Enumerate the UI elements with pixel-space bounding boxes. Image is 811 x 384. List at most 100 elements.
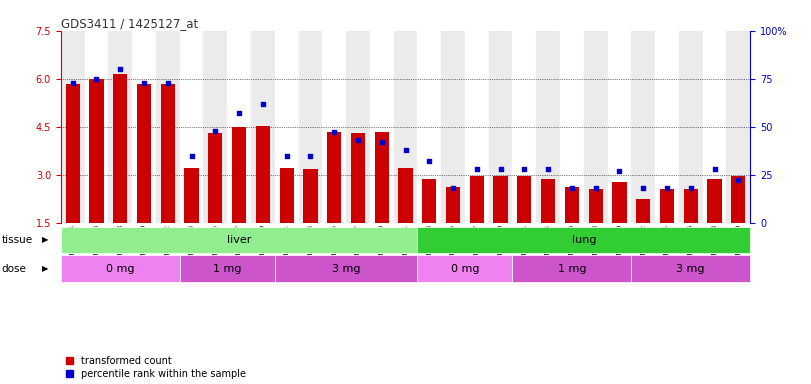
Bar	[113, 74, 127, 223]
Point	[660, 185, 673, 191]
Bar	[607, 31, 631, 223]
Bar	[517, 176, 531, 223]
Bar	[303, 169, 318, 223]
Bar	[156, 31, 180, 223]
Bar	[636, 199, 650, 223]
Text: lung: lung	[572, 235, 596, 245]
Point	[470, 166, 483, 172]
Text: tissue: tissue	[2, 235, 32, 245]
Point	[565, 185, 578, 191]
Point	[613, 168, 626, 174]
Bar	[564, 187, 579, 223]
Bar	[631, 31, 655, 223]
Bar	[204, 31, 227, 223]
Bar	[180, 255, 275, 282]
Bar	[61, 31, 84, 223]
Bar	[707, 179, 722, 223]
Point	[732, 177, 744, 184]
Legend: transformed count, percentile rank within the sample: transformed count, percentile rank withi…	[66, 356, 247, 379]
Text: liver: liver	[227, 235, 251, 245]
Bar	[679, 31, 702, 223]
Bar	[275, 31, 298, 223]
Point	[447, 185, 460, 191]
Point	[589, 185, 602, 191]
Point	[114, 66, 127, 72]
Bar	[560, 31, 584, 223]
Bar	[275, 255, 418, 282]
Bar	[327, 132, 341, 223]
Bar	[541, 179, 556, 223]
Bar	[255, 126, 270, 223]
Point	[67, 79, 79, 86]
Text: 0 mg: 0 mg	[451, 264, 479, 274]
Bar	[655, 31, 679, 223]
Bar	[393, 31, 418, 223]
Point	[708, 166, 721, 172]
Point	[684, 185, 697, 191]
Bar	[208, 133, 222, 223]
Point	[90, 76, 103, 82]
Bar	[109, 31, 132, 223]
Bar	[418, 227, 750, 253]
Bar	[298, 31, 322, 223]
Bar	[375, 132, 388, 223]
Bar	[61, 227, 418, 253]
Point	[138, 79, 151, 86]
Bar	[536, 31, 560, 223]
Bar	[280, 168, 294, 223]
Point	[351, 137, 364, 143]
Point	[233, 110, 246, 116]
Bar	[137, 84, 151, 223]
Bar	[684, 189, 698, 223]
Point	[399, 147, 412, 153]
Bar	[631, 255, 750, 282]
Bar	[351, 133, 365, 223]
Bar	[227, 31, 251, 223]
Bar	[441, 31, 465, 223]
Text: GDS3411 / 1425127_at: GDS3411 / 1425127_at	[61, 17, 198, 30]
Point	[209, 127, 222, 134]
Bar	[702, 31, 727, 223]
Bar	[423, 179, 436, 223]
Bar	[465, 31, 489, 223]
Bar	[470, 176, 484, 223]
Point	[185, 152, 198, 159]
Point	[637, 185, 650, 191]
Text: ▶: ▶	[42, 264, 49, 273]
Text: dose: dose	[2, 264, 27, 274]
Bar	[732, 176, 745, 223]
Text: 3 mg: 3 mg	[676, 264, 705, 274]
Bar	[132, 31, 156, 223]
Bar	[584, 31, 607, 223]
Bar	[489, 31, 513, 223]
Point	[542, 166, 555, 172]
Bar	[370, 31, 393, 223]
Bar	[513, 255, 631, 282]
Bar	[322, 31, 346, 223]
Bar	[513, 31, 536, 223]
Point	[423, 158, 436, 164]
Text: 0 mg: 0 mg	[106, 264, 135, 274]
Bar	[398, 168, 413, 223]
Bar	[251, 31, 275, 223]
Point	[304, 152, 317, 159]
Point	[328, 129, 341, 136]
Text: 1 mg: 1 mg	[213, 264, 242, 274]
Text: ▶: ▶	[42, 235, 49, 245]
Bar	[612, 182, 627, 223]
Bar	[660, 189, 674, 223]
Text: 3 mg: 3 mg	[332, 264, 360, 274]
Bar	[232, 127, 247, 223]
Bar	[180, 31, 204, 223]
Bar	[184, 168, 199, 223]
Text: 1 mg: 1 mg	[558, 264, 586, 274]
Point	[494, 166, 507, 172]
Bar	[61, 255, 180, 282]
Bar	[727, 31, 750, 223]
Point	[375, 139, 388, 145]
Bar	[161, 84, 175, 223]
Bar	[89, 79, 104, 223]
Bar	[418, 255, 513, 282]
Point	[161, 79, 174, 86]
Bar	[446, 187, 460, 223]
